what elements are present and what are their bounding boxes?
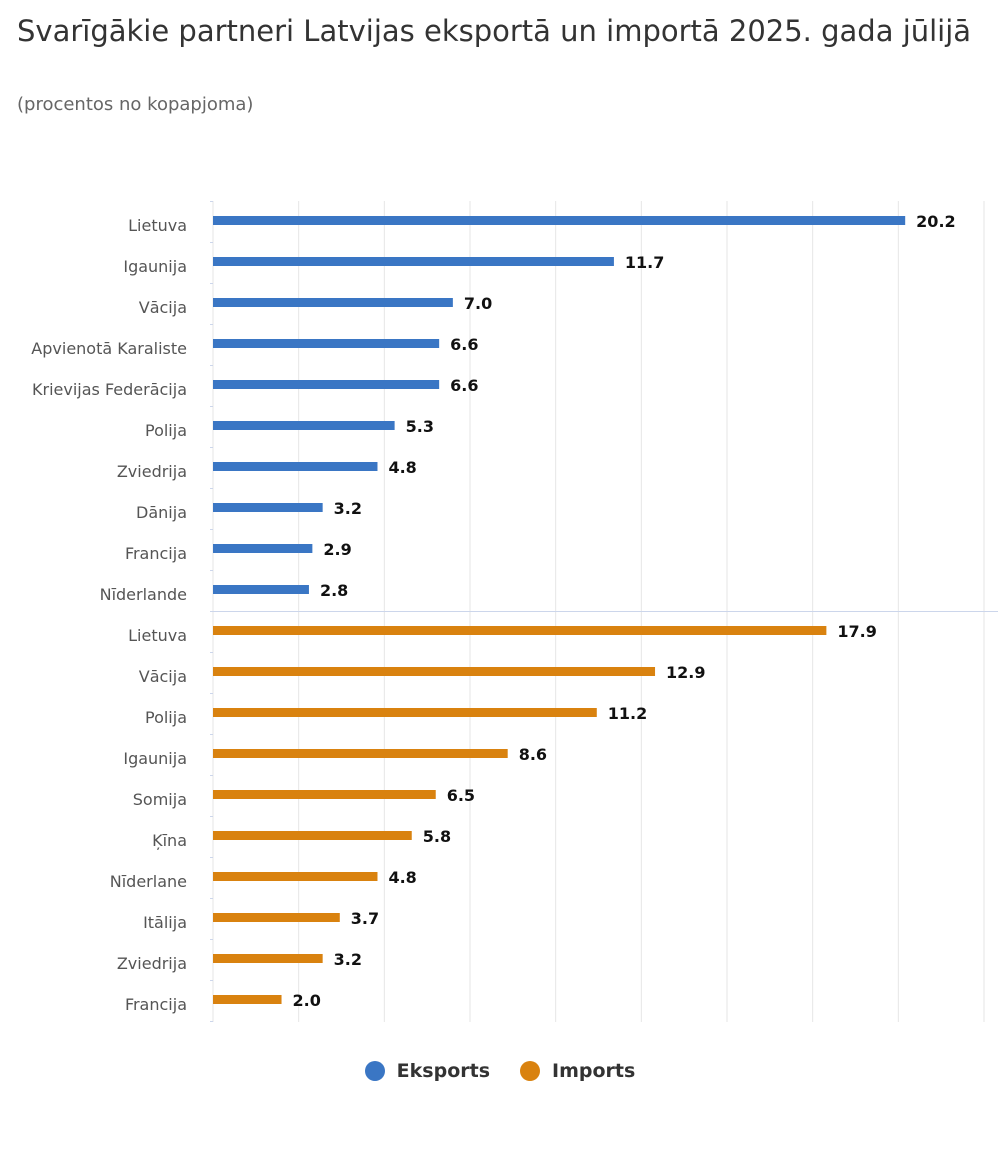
legend: Eksports Imports	[0, 1060, 1000, 1082]
category-label: Francija	[125, 995, 187, 1014]
legend-item-eksports[interactable]: Eksports	[364, 1060, 491, 1082]
data-label: 5.3	[406, 417, 434, 436]
category-label: Francija	[125, 544, 187, 563]
chart-subtitle: (procentos no kopapjoma)	[17, 94, 254, 115]
legend-marker-imports	[520, 1061, 541, 1081]
data-label: 11.7	[625, 253, 664, 272]
category-label: Zviedrija	[117, 462, 187, 481]
bar-row: Igaunija 11.7	[123, 253, 664, 276]
grid-lines	[210, 201, 998, 1022]
data-label: 2.8	[320, 581, 348, 600]
category-label: Itālija	[143, 913, 187, 932]
category-label: Nīderlane	[110, 872, 187, 891]
category-label: Nīderlande	[100, 585, 187, 604]
category-label: Apvienotā Karaliste	[31, 339, 187, 358]
data-label: 2.9	[323, 540, 351, 559]
category-label: Polija	[145, 708, 187, 727]
chart-title: Svarīgākie partneri Latvijas eksportā un…	[17, 14, 972, 48]
data-label: 8.6	[519, 745, 547, 764]
chart-rows: Lietuva 20.2 Igaunija 11.7 Vācija 7.0 Apvienot…	[31, 212, 955, 1014]
legend-label-eksports: Eksports	[396, 1060, 491, 1082]
category-label: Lietuva	[128, 216, 187, 235]
category-label: Somija	[133, 790, 187, 809]
bar-row: Lietuva 17.9	[128, 622, 877, 645]
legend-marker-eksports	[364, 1061, 385, 1081]
bar-row: Somija 6.5	[133, 786, 475, 809]
data-label: 2.0	[293, 991, 321, 1010]
legend-label-imports: Imports	[552, 1060, 636, 1082]
bar-row: Ķīna 5.8	[152, 827, 451, 850]
bar-eksports	[213, 298, 453, 307]
bar-eksports	[213, 380, 440, 389]
data-label: 7.0	[464, 294, 492, 313]
bar-chart: Lietuva 20.2 Igaunija 11.7 Vācija 7.0 Apvienot…	[31, 201, 998, 1022]
category-label: Igaunija	[123, 749, 187, 768]
category-label: Polija	[145, 421, 187, 440]
category-label: Lietuva	[128, 626, 187, 645]
bar-imports	[213, 913, 340, 922]
bar-imports	[213, 708, 597, 717]
data-label: 3.2	[334, 499, 362, 518]
bar-row: Polija 5.3	[145, 417, 434, 440]
bar-row: Nīderlane 4.8	[110, 868, 417, 891]
data-label: 5.8	[423, 827, 451, 846]
bar-imports	[213, 749, 508, 758]
bar-imports	[213, 667, 656, 676]
bar-eksports	[213, 585, 309, 594]
category-label: Igaunija	[123, 257, 187, 276]
bar-row: Zviedrija 4.8	[117, 458, 417, 481]
data-label: 3.2	[334, 950, 362, 969]
bar-imports	[213, 626, 827, 635]
bar-imports	[213, 790, 436, 799]
category-label: Vācija	[139, 298, 187, 317]
bar-imports	[213, 954, 323, 963]
bar-imports	[213, 872, 378, 881]
category-label: Ķīna	[152, 831, 187, 850]
bar-row: Nīderlande 2.8	[100, 581, 349, 604]
data-label: 6.6	[450, 376, 478, 395]
bar-eksports	[213, 462, 378, 471]
bar-eksports	[213, 257, 614, 266]
bar-row: Francija 2.9	[125, 540, 352, 563]
bar-row: Francija 2.0	[125, 991, 321, 1014]
bar-row: Lietuva 20.2	[128, 212, 956, 235]
data-label: 17.9	[837, 622, 876, 641]
data-label: 4.8	[388, 458, 416, 477]
data-label: 12.9	[666, 663, 705, 682]
category-label: Vācija	[139, 667, 187, 686]
bar-eksports	[213, 544, 313, 553]
bar-eksports	[213, 421, 395, 430]
bar-row: Vācija 7.0	[139, 294, 492, 317]
bar-row: Polija 11.2	[145, 704, 647, 727]
bar-eksports	[213, 503, 323, 512]
bar-row: Zviedrija 3.2	[117, 950, 362, 973]
data-label: 6.5	[447, 786, 475, 805]
bar-row: Igaunija 8.6	[123, 745, 547, 768]
data-label: 11.2	[608, 704, 647, 723]
bar-row: Dānija 3.2	[136, 499, 362, 522]
data-label: 6.6	[450, 335, 478, 354]
bar-row: Vācija 12.9	[139, 663, 706, 686]
data-label: 4.8	[388, 868, 416, 887]
data-label: 3.7	[351, 909, 379, 928]
category-label: Dānija	[136, 503, 187, 522]
bar-imports	[213, 831, 412, 840]
category-label: Krievijas Federācija	[32, 380, 187, 399]
bar-imports	[213, 995, 282, 1004]
bar-row: Itālija 3.7	[143, 909, 379, 932]
bar-eksports	[213, 216, 906, 225]
data-label: 20.2	[916, 212, 955, 231]
bar-row: Apvienotā Karaliste 6.6	[31, 335, 478, 358]
bar-eksports	[213, 339, 440, 348]
legend-item-imports[interactable]: Imports	[520, 1060, 635, 1082]
category-label: Zviedrija	[117, 954, 187, 973]
bar-row: Krievijas Federācija 6.6	[32, 376, 479, 399]
